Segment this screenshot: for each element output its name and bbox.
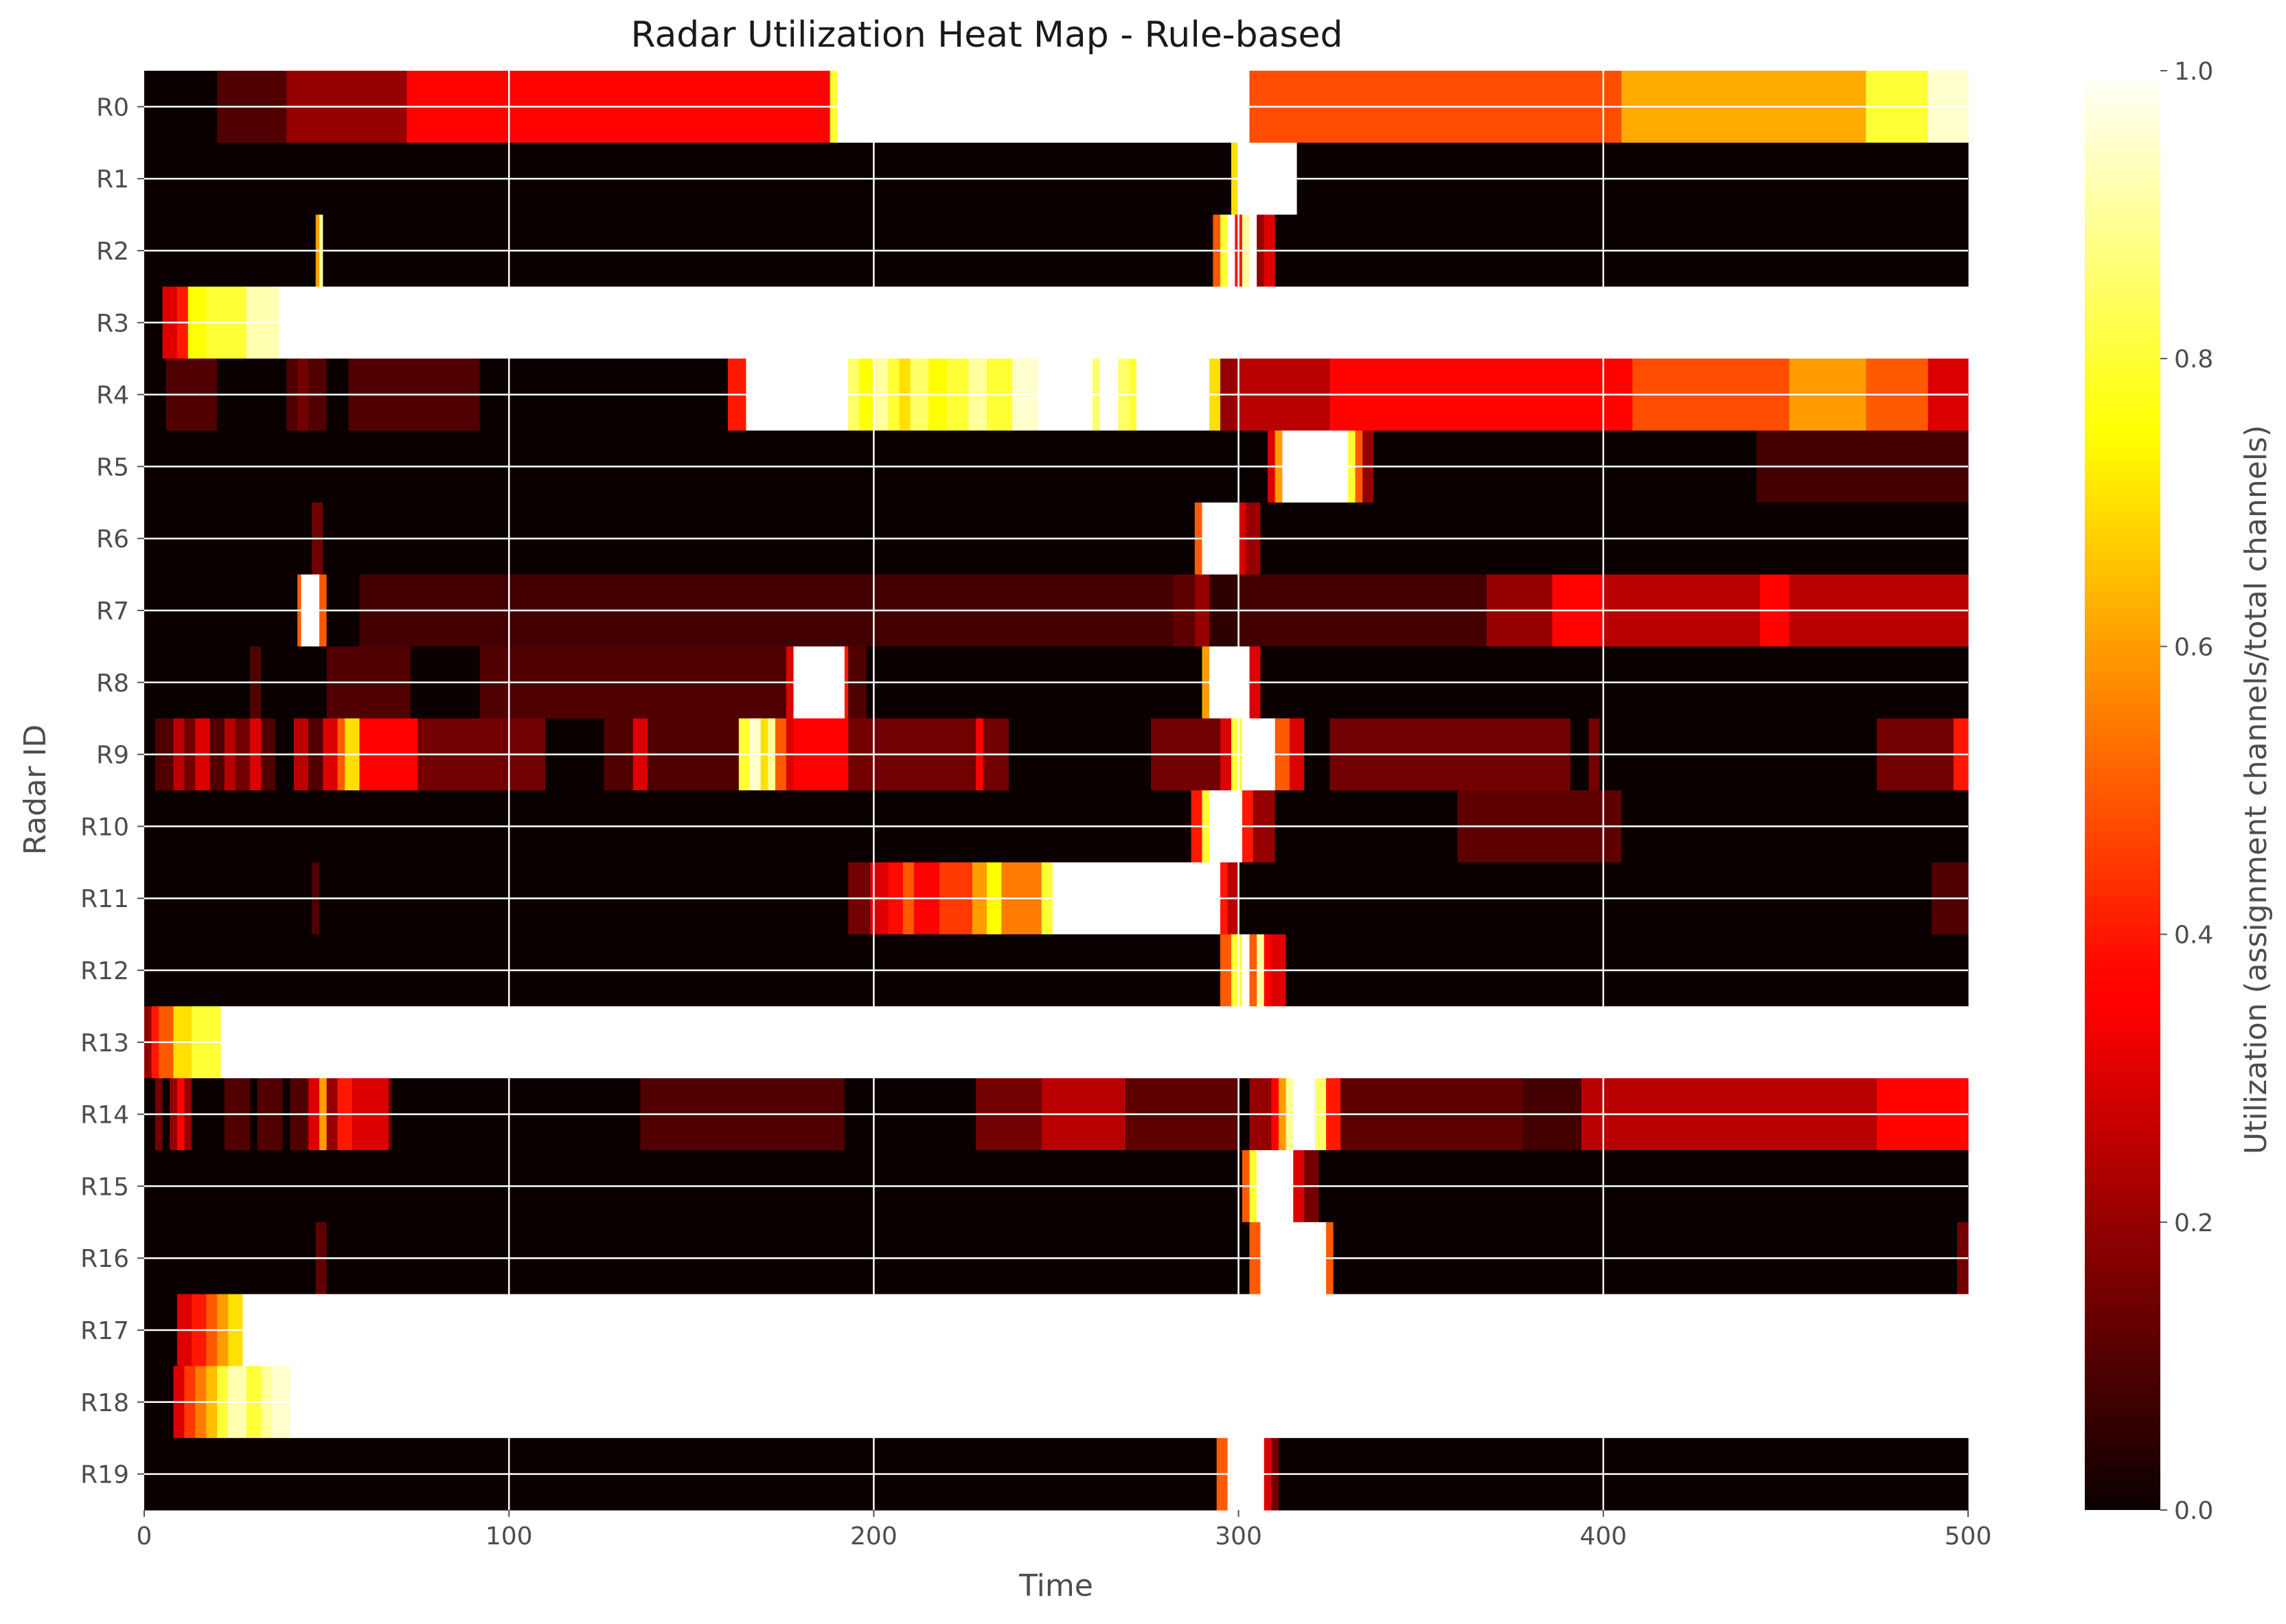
plot-area: [144, 71, 1969, 1511]
y-tick-label: R16: [80, 1245, 129, 1273]
y-tick-label: R11: [80, 885, 129, 913]
colorbar-tick-label: 0.6: [2174, 633, 2213, 661]
colorbar-tick-label: 0.0: [2174, 1497, 2213, 1525]
y-tick-label: R5: [96, 453, 129, 481]
colorbar-tick-label: 0.2: [2174, 1209, 2213, 1237]
x-tick-label: 400: [1579, 1522, 1627, 1551]
y-tick-label: R17: [80, 1317, 129, 1345]
colorbar-label: Utilization (assignment channels/total c…: [2239, 425, 2274, 1154]
y-axis-label: Radar ID: [18, 724, 53, 855]
y-tick-label: R13: [80, 1029, 129, 1057]
y-tick-label: R10: [80, 813, 129, 841]
colorbar-tick-label: 0.8: [2174, 345, 2213, 374]
x-axis-label: Time: [1018, 1568, 1093, 1603]
y-tick-label: R7: [96, 597, 129, 626]
colorbar-tick-label: 0.4: [2174, 922, 2213, 950]
x-tick-label: 300: [1215, 1522, 1262, 1551]
chart-title: Radar Utilization Heat Map - Rule-based: [630, 14, 1342, 56]
y-tick-label: R6: [96, 525, 129, 553]
y-tick-label: R0: [96, 93, 129, 122]
y-axis: R0 R1 R2 R3 R4 R5 R6 R7 R8 R9 R10 R11 R12 R13 R14 R15 R1…: [80, 93, 144, 1489]
colorbar-tick-label: 1.0: [2174, 58, 2213, 86]
y-tick-label: R18: [80, 1389, 129, 1417]
y-tick-label: R1: [96, 165, 129, 194]
x-tick-label: 200: [850, 1522, 898, 1551]
x-tick-label: 100: [485, 1522, 533, 1551]
y-tick-label: R19: [80, 1461, 129, 1489]
y-tick-label: R8: [96, 670, 129, 698]
y-tick-label: R4: [96, 382, 129, 410]
y-tick-label: R9: [96, 742, 129, 770]
x-tick-label: 0: [137, 1522, 152, 1551]
y-tick-label: R15: [80, 1173, 129, 1201]
y-tick-label: R2: [96, 238, 129, 266]
x-axis: 0 100 200 300 400 500: [137, 1510, 1992, 1551]
colorbar-scale: [2085, 71, 2160, 1510]
y-tick-label: R3: [96, 310, 129, 338]
y-tick-label: R14: [80, 1101, 129, 1130]
colorbar: 0.0 0.2 0.4 0.6 0.8 1.0: [2085, 58, 2213, 1525]
grid-lines: [144, 71, 1968, 1510]
x-tick-label: 500: [1945, 1522, 1992, 1551]
y-tick-label: R12: [80, 957, 129, 985]
